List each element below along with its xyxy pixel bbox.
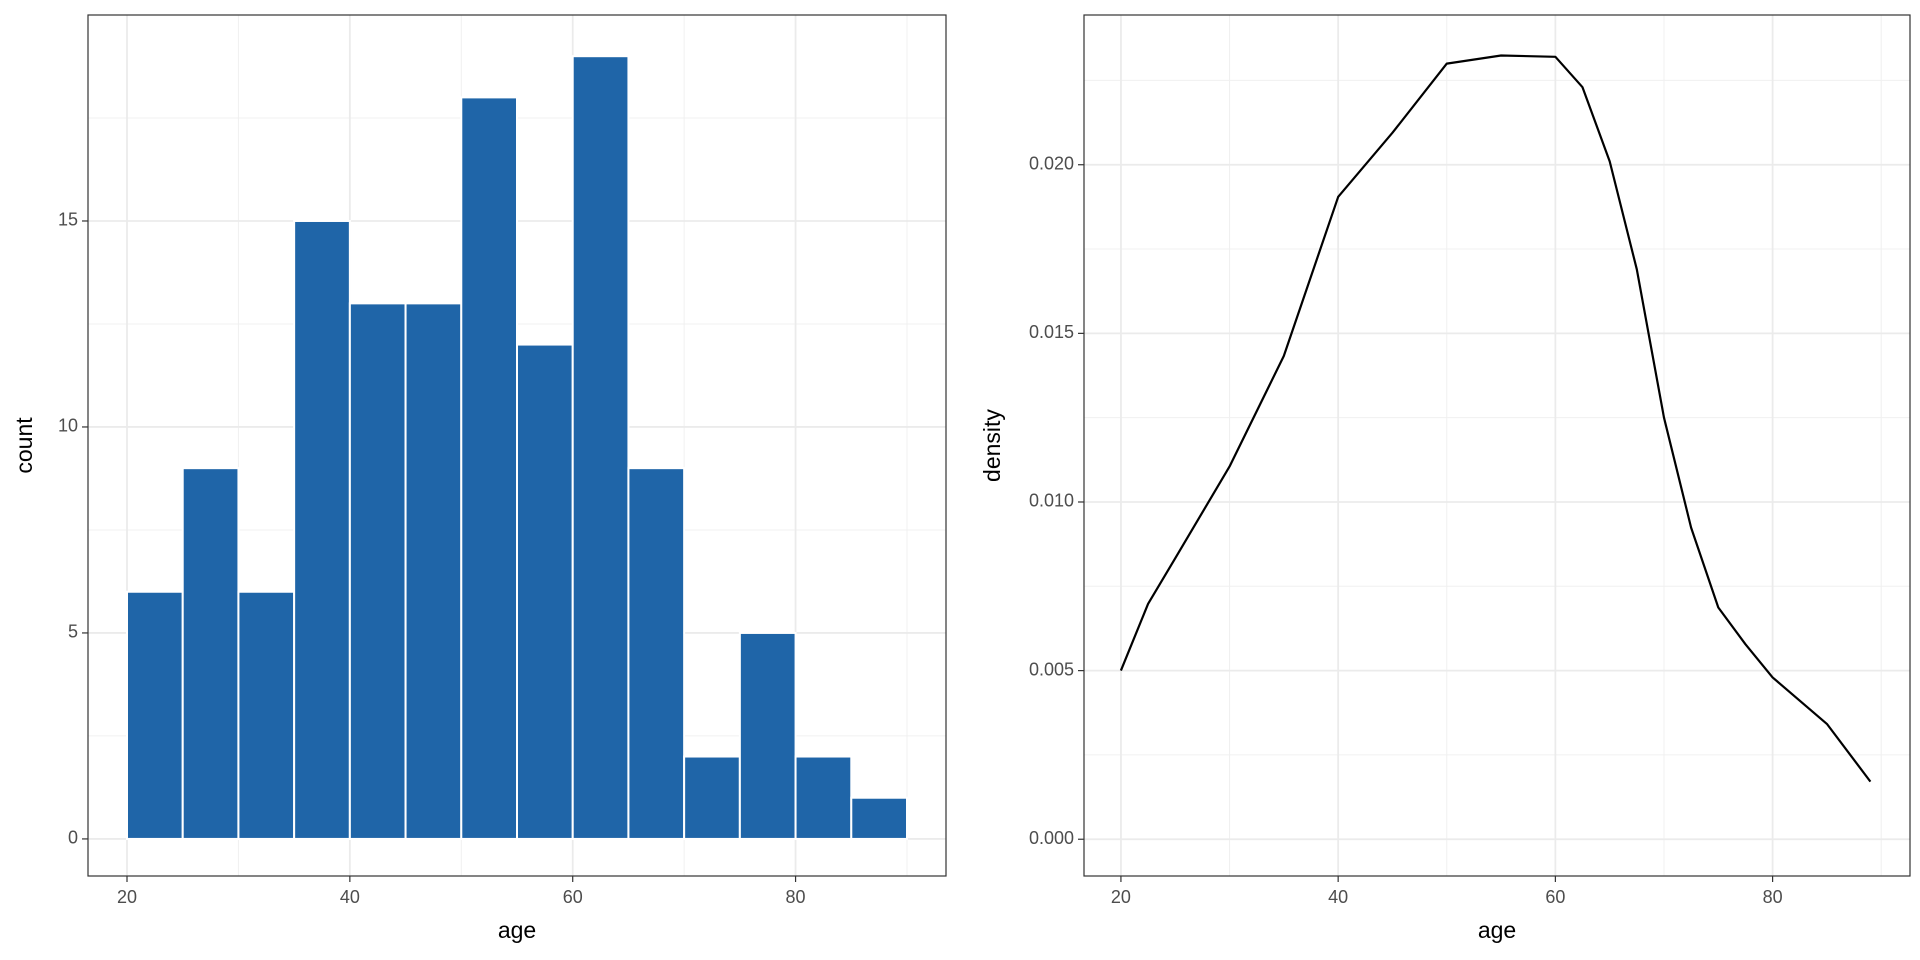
panel-background <box>1084 15 1910 876</box>
bar <box>237 590 296 840</box>
x-tick-label: 20 <box>1111 887 1131 907</box>
bar <box>126 590 184 840</box>
bar <box>348 302 407 840</box>
bar <box>571 55 630 840</box>
x-tick-label: 80 <box>786 887 806 907</box>
y-tick-label: 0.010 <box>1029 491 1074 511</box>
panel-border <box>87 14 947 877</box>
x-tick-label: 40 <box>1328 887 1348 907</box>
y-tick-label: 0.020 <box>1029 153 1074 173</box>
y-axis-title: count <box>11 417 37 474</box>
panel-border <box>1083 14 1911 877</box>
x-axis-title: age <box>498 917 536 943</box>
density-line <box>1119 54 1872 783</box>
bar <box>404 302 463 840</box>
y-tick-label: 10 <box>58 416 78 436</box>
y-tick-label: 0 <box>68 828 78 848</box>
y-axis-title: density <box>979 409 1005 482</box>
bar <box>850 796 908 840</box>
bar <box>738 631 797 840</box>
x-tick-label: 60 <box>1545 887 1565 907</box>
y-tick-label: 0.005 <box>1029 659 1074 679</box>
x-tick-label: 20 <box>117 887 137 907</box>
bar <box>516 343 574 840</box>
bar <box>293 219 351 840</box>
bar <box>627 467 686 840</box>
y-tick-label: 5 <box>68 622 78 642</box>
bar <box>794 755 853 840</box>
x-tick-label: 60 <box>563 887 583 907</box>
x-tick-label: 40 <box>340 887 360 907</box>
bar <box>181 467 240 840</box>
x-axis-title: age <box>1478 917 1516 943</box>
y-tick-label: 0.000 <box>1029 828 1074 848</box>
y-tick-label: 0.015 <box>1029 322 1074 342</box>
bar <box>460 96 518 840</box>
bar <box>683 755 741 840</box>
x-tick-label: 80 <box>1763 887 1783 907</box>
y-tick-label: 15 <box>58 210 78 230</box>
